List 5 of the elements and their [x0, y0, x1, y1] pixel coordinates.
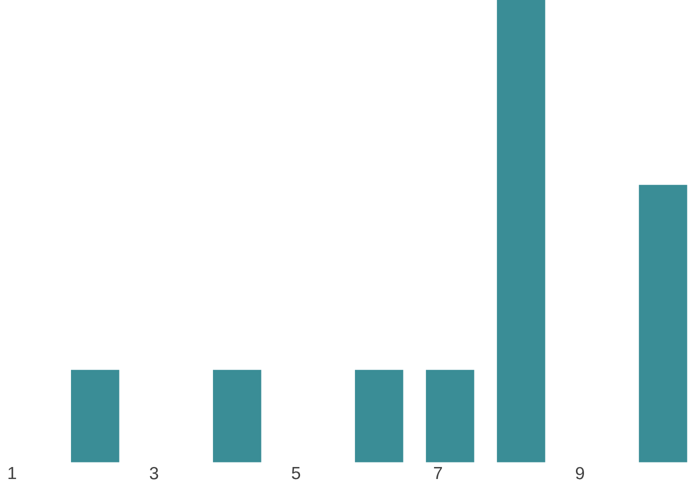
x-tick-label: 3: [150, 467, 158, 480]
x-tick-label: 5: [292, 467, 300, 480]
x-tick-label: 9: [576, 467, 584, 480]
x-tick-label: 1: [8, 467, 16, 480]
x-tick-label: 7: [434, 467, 442, 480]
